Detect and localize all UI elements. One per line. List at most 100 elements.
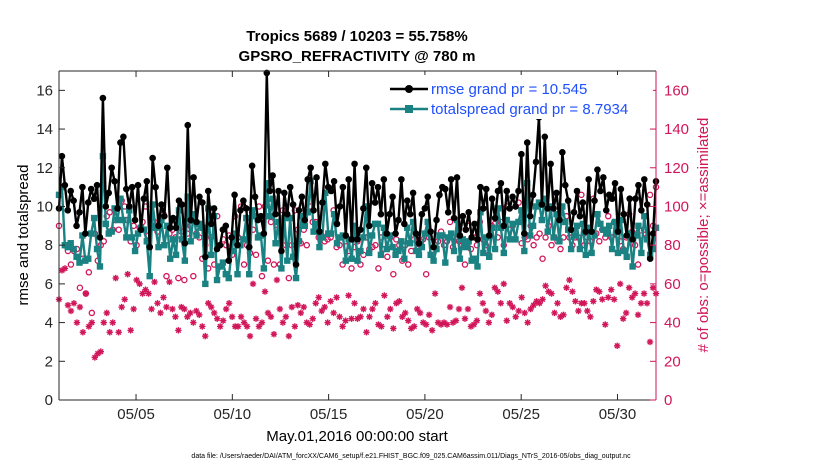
- totalspread-point: [99, 152, 107, 160]
- totalspread-point: [207, 251, 215, 259]
- totalspread-point: [617, 216, 625, 224]
- obs-assimilated-point: [539, 296, 546, 303]
- y-right-tick-label: 0: [664, 392, 672, 409]
- totalspread-point: [389, 243, 396, 251]
- rmse-point: [123, 185, 130, 193]
- obs-assimilated-point: [112, 274, 119, 282]
- obs-assimilated-point: [461, 315, 469, 322]
- obs-assimilated-point: [70, 300, 78, 307]
- totalspread-point: [591, 232, 598, 239]
- totalspread-point: [485, 253, 493, 260]
- left-axis-label: rmse and totalspread: [15, 165, 32, 306]
- totalspread-point: [161, 241, 168, 249]
- legend-spread-marker: [405, 105, 413, 113]
- rmse-point: [643, 201, 651, 208]
- rmse-point: [304, 176, 312, 183]
- rmse-point: [386, 210, 393, 218]
- rmse-point: [193, 218, 200, 226]
- totalspread-point: [222, 271, 230, 278]
- obs-assimilated-point: [330, 309, 337, 317]
- obs-possible-point: [578, 191, 585, 199]
- obs-assimilated-point: [584, 307, 591, 315]
- totalspread-point: [494, 205, 502, 212]
- obs-assimilated-point: [566, 276, 573, 284]
- totalspread-point: [360, 234, 367, 241]
- totalspread-point: [126, 207, 133, 214]
- obs-assimilated-point: [482, 307, 490, 315]
- obs-assimilated-point: [476, 290, 484, 297]
- rmse-point: [602, 207, 610, 214]
- rmse-point: [196, 193, 203, 201]
- obs-assimilated-point: [497, 300, 504, 307]
- rmse-point: [556, 216, 563, 224]
- rmse-point: [105, 189, 113, 197]
- obs-assimilated-point: [443, 321, 451, 328]
- obs-assimilated-point: [64, 301, 72, 309]
- obs-assimilated-point: [145, 290, 152, 297]
- totalspread-point: [638, 249, 645, 257]
- totalspread-point: [524, 180, 531, 187]
- rmse-point: [108, 164, 115, 172]
- rmse-point: [73, 222, 80, 230]
- x-tick-label: 05/25: [502, 406, 540, 423]
- obs-assimilated-point: [485, 319, 493, 326]
- totalspread-point: [462, 243, 469, 251]
- rmse-point: [79, 183, 86, 191]
- rmse-point: [509, 193, 516, 201]
- obs-possible-point: [557, 245, 564, 253]
- totalspread-point: [278, 265, 285, 272]
- totalspread-point: [257, 232, 265, 239]
- rmse-point: [553, 189, 560, 197]
- obs-assimilated-point: [333, 294, 340, 301]
- obs-assimilated-point: [616, 280, 624, 288]
- obs-possible-point: [372, 241, 379, 249]
- obs-possible-point: [596, 238, 603, 245]
- rmse-point: [485, 232, 493, 239]
- totalspread-point: [319, 234, 326, 241]
- totalspread-point: [304, 209, 311, 216]
- obs-assimilated-point: [309, 315, 316, 322]
- rmse-point: [398, 176, 405, 183]
- obs-assimilated-point: [187, 309, 194, 317]
- totalspread-point: [483, 234, 490, 241]
- y-right-tick-label: 100: [664, 198, 689, 215]
- totalspread-point: [412, 247, 420, 255]
- obs-possible-point: [303, 241, 311, 249]
- totalspread-point: [172, 251, 180, 259]
- obs-assimilated-point: [261, 288, 269, 295]
- rmse-point: [401, 220, 408, 228]
- totalspread-point: [465, 238, 472, 245]
- obs-assimilated-point: [285, 332, 293, 340]
- rmse-point: [161, 212, 168, 220]
- obs-assimilated-point: [127, 327, 134, 334]
- rmse-point: [389, 193, 396, 201]
- obs-assimilated-point: [279, 319, 287, 326]
- rmse-point: [406, 210, 414, 218]
- obs-assimilated-point: [273, 276, 281, 284]
- obs-assimilated-point: [509, 303, 516, 311]
- rmse-point: [392, 230, 399, 237]
- x-axis-label: May.01,2016 00:00:00 start: [266, 428, 448, 445]
- obs-assimilated-point: [605, 294, 612, 301]
- totalspread-point: [234, 271, 241, 278]
- rmse-point: [409, 189, 417, 197]
- rmse-point: [172, 224, 180, 232]
- totalspread-point: [128, 234, 136, 241]
- totalspread-point: [576, 245, 584, 253]
- rmse-point: [120, 133, 127, 141]
- rmse-point: [538, 201, 546, 208]
- totalspread-point: [76, 259, 83, 266]
- obs-assimilated-point: [634, 311, 642, 319]
- rmse-point: [310, 207, 317, 214]
- obs-possible-point: [67, 261, 75, 268]
- rmse-point: [93, 181, 101, 189]
- totalspread-point: [550, 234, 557, 241]
- obs-assimilated-point: [270, 331, 278, 338]
- totalspread-point: [85, 255, 92, 262]
- x-tick-label: 05/30: [599, 406, 637, 423]
- totalspread-point: [380, 224, 388, 231]
- rmse-point: [424, 193, 432, 201]
- rmse-point: [99, 94, 107, 102]
- rmse-point: [251, 193, 259, 201]
- rmse-point: [497, 179, 505, 187]
